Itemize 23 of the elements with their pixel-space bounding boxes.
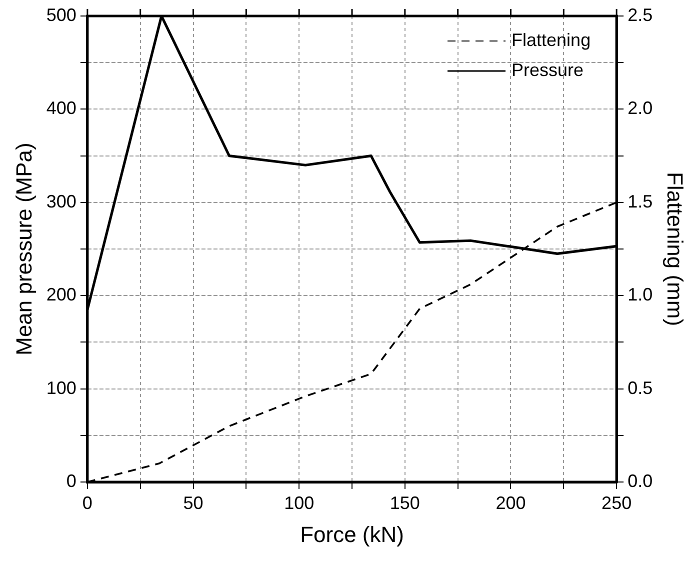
y2-tick-label: 2.0 (628, 98, 653, 118)
x-tick-label: 50 (183, 492, 204, 513)
legend-label: Flattening (512, 30, 591, 50)
x-tick-label: 250 (602, 492, 632, 513)
x-tick-label: 200 (496, 492, 526, 513)
y2-tick-label: 0.0 (628, 470, 653, 491)
y2-axis-title: Flattening (mm) (662, 172, 688, 326)
y-tick-label: 100 (46, 378, 76, 398)
y-tick-label: 300 (46, 191, 76, 212)
y-tick-label: 200 (46, 284, 76, 305)
legend-label: Pressure (512, 60, 584, 80)
y2-tick-label: 2.5 (628, 4, 653, 25)
y-tick-label: 0 (66, 470, 76, 491)
x-tick-label: 100 (284, 492, 314, 513)
y-tick-label: 500 (46, 4, 76, 25)
x-tick-label: 0 (82, 492, 92, 513)
y-axis-title: Mean pressure (MPa) (11, 142, 36, 356)
x-tick-label: 150 (390, 492, 420, 513)
x-axis-title: Force (kN) (300, 522, 404, 547)
y2-tick-label: 1.5 (628, 191, 653, 212)
y-tick-label: 400 (46, 98, 76, 118)
y2-tick-label: 1.0 (628, 284, 653, 305)
y2-tick-label: 0.5 (628, 378, 653, 398)
